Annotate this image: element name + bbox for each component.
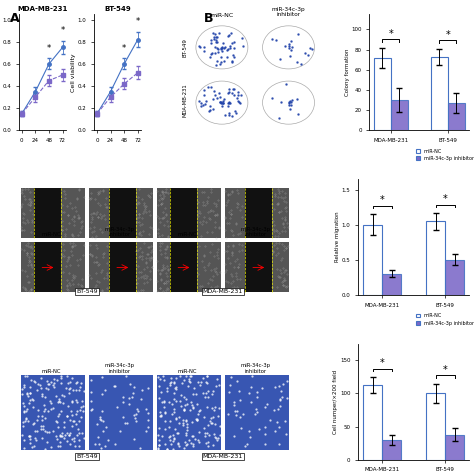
Bar	[272, 189, 289, 238]
Bar	[21, 242, 85, 292]
Bar	[21, 374, 85, 450]
Bar	[21, 189, 34, 238]
Y-axis label: Colony formation: Colony formation	[345, 48, 350, 96]
Bar	[426, 393, 445, 460]
Bar	[156, 374, 221, 450]
Bar	[89, 374, 153, 450]
Text: *: *	[443, 365, 447, 375]
Text: miR-NC: miR-NC	[177, 232, 197, 237]
Bar	[431, 56, 447, 130]
Bar	[225, 189, 289, 238]
Text: miR-34c-3p
inhibitor: miR-34c-3p inhibitor	[104, 363, 134, 374]
Bar	[89, 242, 109, 292]
Bar	[382, 440, 401, 460]
Text: MDA-MB-231: MDA-MB-231	[203, 454, 243, 459]
Text: *: *	[122, 44, 126, 53]
Bar	[89, 242, 153, 292]
Text: miR-34c-3p
inhibitor: miR-34c-3p inhibitor	[240, 227, 270, 237]
Bar	[21, 189, 85, 238]
Bar	[225, 374, 289, 450]
Text: *: *	[445, 30, 450, 40]
Circle shape	[196, 81, 248, 124]
Legend: miR-NC, miR-34c-3p inhibitor: miR-NC, miR-34c-3p inhibitor	[414, 146, 474, 163]
Bar	[445, 435, 464, 460]
Text: *: *	[47, 44, 51, 53]
Bar	[363, 225, 382, 295]
Bar	[374, 58, 391, 130]
Text: *: *	[61, 26, 64, 35]
Bar	[156, 242, 170, 292]
Text: *: *	[380, 195, 384, 205]
Y-axis label: Cell numper/×200 field: Cell numper/×200 field	[334, 370, 338, 434]
Text: miR-34c-3p
inhibitor: miR-34c-3p inhibitor	[104, 227, 134, 237]
Bar	[62, 189, 85, 238]
Text: A: A	[9, 12, 19, 25]
Text: miR-NC: miR-NC	[42, 232, 61, 237]
Text: *: *	[380, 358, 384, 368]
Bar	[156, 189, 170, 238]
Bar	[156, 242, 221, 292]
Bar	[198, 189, 221, 238]
Text: *: *	[443, 194, 447, 204]
Bar	[89, 189, 153, 238]
Text: MDA-MB-231: MDA-MB-231	[203, 289, 243, 294]
Bar	[426, 221, 445, 295]
Circle shape	[263, 26, 315, 69]
Bar	[136, 189, 153, 238]
Text: miR-NC: miR-NC	[210, 13, 234, 18]
Text: miR-34c-3p
inhibitor: miR-34c-3p inhibitor	[240, 363, 270, 374]
Text: miR-NC: miR-NC	[42, 368, 61, 374]
Text: *: *	[136, 18, 140, 27]
Y-axis label: Relative migration: Relative migration	[335, 212, 340, 262]
Text: B: B	[204, 12, 213, 25]
Bar	[382, 274, 401, 295]
Bar	[225, 189, 245, 238]
Bar	[62, 242, 85, 292]
Text: miR-34c-3p
inhibitor: miR-34c-3p inhibitor	[272, 7, 305, 17]
Text: miR-NC: miR-NC	[177, 368, 197, 374]
Title: BT-549: BT-549	[104, 7, 131, 12]
Bar	[272, 242, 289, 292]
Bar	[363, 385, 382, 460]
Circle shape	[263, 81, 315, 124]
Title: MDA-MB-231: MDA-MB-231	[17, 7, 68, 12]
Bar	[198, 242, 221, 292]
Text: BT-549: BT-549	[76, 454, 98, 459]
Bar	[89, 189, 109, 238]
Legend: miR-NC, miR-34c-3p inhibitor: miR-NC, miR-34c-3p inhibitor	[414, 311, 474, 328]
Bar	[156, 189, 221, 238]
Bar	[445, 260, 464, 295]
Text: BT-549: BT-549	[76, 289, 98, 294]
Circle shape	[196, 26, 248, 69]
Text: *: *	[389, 29, 393, 39]
Bar	[21, 242, 34, 292]
Text: BT-549: BT-549	[183, 38, 188, 57]
Bar	[136, 242, 153, 292]
Bar	[225, 242, 245, 292]
Bar	[447, 103, 465, 130]
Y-axis label: Cell viability: Cell viability	[72, 53, 76, 91]
Bar	[225, 242, 289, 292]
Text: MDA-MB-231: MDA-MB-231	[183, 83, 188, 117]
Bar	[391, 100, 408, 130]
